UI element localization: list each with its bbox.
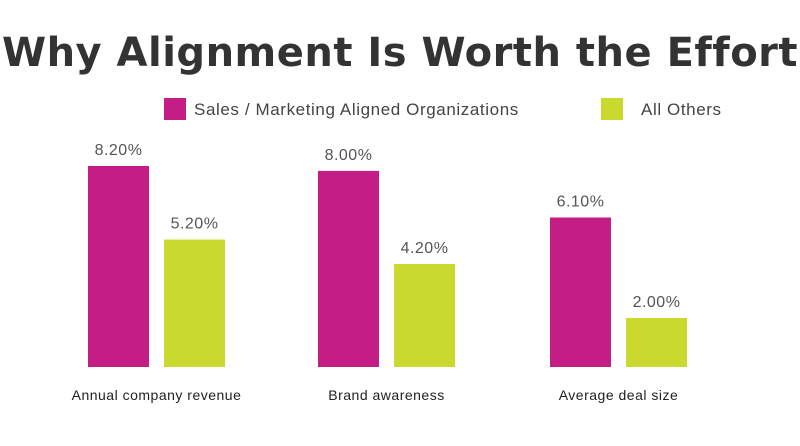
- value-label-2-3: 2.00%: [633, 294, 681, 311]
- category-label-1: Annual company revenue: [72, 387, 242, 403]
- value-label-1-2: 8.00%: [325, 147, 373, 164]
- bar-2-1: [164, 239, 225, 367]
- bar-2-3: [626, 317, 687, 367]
- bars-group: [88, 166, 687, 367]
- legend-label-1: Sales / Marketing Aligned Organizations: [194, 100, 519, 119]
- bar-1-3: [550, 217, 611, 367]
- legend-label-2: All Others: [641, 100, 722, 119]
- value-label-2-2: 4.20%: [401, 240, 449, 257]
- category-label-3: Average deal size: [559, 387, 679, 403]
- bar-1-1: [88, 166, 149, 367]
- category-label-2: Brand awareness: [328, 387, 444, 403]
- value-labels-group: 8.20% 5.20% 8.00% 4.20% 6.10% 2.00%: [95, 142, 681, 311]
- value-label-2-1: 5.20%: [171, 216, 219, 233]
- value-label-1-3: 6.10%: [557, 193, 605, 210]
- value-label-1-1: 8.20%: [95, 142, 143, 159]
- bar-2-2: [394, 264, 455, 367]
- legend-swatch-2: [601, 98, 623, 120]
- category-labels-group: Annual company revenue Brand awareness Ave…: [72, 387, 679, 403]
- legend: Sales / Marketing Aligned Organizations A…: [164, 98, 722, 120]
- legend-swatch-1: [164, 98, 186, 120]
- chart-title: Why Alignment Is Worth the Effort: [1, 30, 799, 76]
- bar-1-2: [318, 170, 379, 367]
